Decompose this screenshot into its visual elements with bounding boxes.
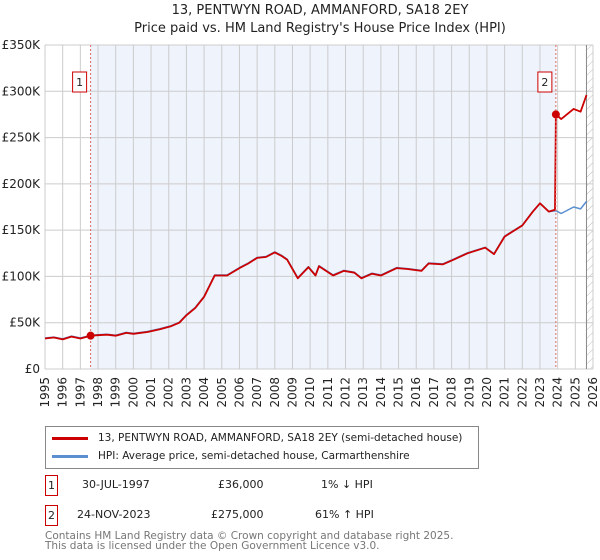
- sale-label-box: [72, 71, 88, 93]
- y-tick-label: £50K: [9, 316, 41, 330]
- x-tick-label: 2006: [232, 377, 246, 408]
- x-tick-label: 2002: [162, 377, 176, 408]
- x-tick-label: 2026: [586, 377, 600, 408]
- x-tick-label: 2014: [374, 377, 388, 408]
- transaction-price: £275,000: [211, 508, 264, 521]
- x-tick-label: 2015: [392, 377, 406, 408]
- x-tick-label: 2003: [179, 377, 193, 408]
- x-tick-label: 1997: [73, 377, 87, 408]
- y-tick-label: £200K: [2, 177, 42, 191]
- x-tick-label: 2021: [498, 377, 512, 408]
- transaction-price: £36,000: [218, 478, 264, 491]
- transaction-date: 24-NOV-2023: [77, 508, 151, 521]
- transaction-date: 30-JUL-1997: [82, 478, 150, 491]
- footer-attribution: Contains HM Land Registry data © Crown c…: [45, 530, 454, 552]
- sale-point: [86, 331, 95, 340]
- x-tick-label: 2017: [427, 377, 441, 408]
- sale-point: [551, 110, 560, 119]
- x-tick-label: 1999: [109, 377, 123, 408]
- legend-item-hpi: HPI: Average price, semi-detached house,…: [52, 448, 410, 464]
- x-tick-label: 2020: [480, 377, 494, 408]
- sale-label: 2: [541, 76, 548, 89]
- legend-item-property: 13, PENTWYN ROAD, AMMANFORD, SA18 2EY (s…: [52, 430, 462, 446]
- x-tick-label: 2024: [551, 377, 565, 408]
- sale-label: 1: [76, 76, 83, 89]
- x-tick-label: 1995: [38, 377, 52, 408]
- y-tick-label: £0: [25, 362, 40, 376]
- plot-area: 1 2 1995 1996 1997 1998 1999 2000 2001 2002 2003 20…: [2, 38, 600, 408]
- x-tick-label: 2023: [533, 377, 547, 408]
- x-tick-label: 2000: [126, 377, 140, 408]
- y-tick-label: £250K: [2, 131, 42, 145]
- y-tick-label: £100K: [2, 269, 42, 283]
- x-tick-label: 2011: [321, 377, 335, 408]
- transaction-hpi-diff: 1% ↓ HPI: [321, 478, 373, 491]
- x-tick-label: 2018: [445, 377, 459, 408]
- x-tick-label: 2008: [268, 377, 282, 408]
- property-price-line: [44, 94, 588, 341]
- transaction-number-badge: 2: [45, 505, 58, 526]
- transaction-row: 2 24-NOV-2023 £275,000 61% ↑ HPI: [45, 505, 545, 527]
- legend-swatch-blue: [52, 454, 88, 458]
- x-tick-label: 2001: [144, 377, 158, 408]
- x-tick-label: 2013: [356, 377, 370, 408]
- y-tick-label: £300K: [2, 84, 42, 98]
- x-tick-label: 2005: [215, 377, 229, 408]
- legend-label-property: 13, PENTWYN ROAD, AMMANFORD, SA18 2EY (s…: [98, 432, 463, 444]
- legend-label-hpi: HPI: Average price, semi-detached house,…: [98, 450, 410, 462]
- x-tick-label: 1996: [56, 377, 70, 408]
- y-tick-label: £350K: [2, 38, 42, 52]
- transaction-row: 1 30-JUL-1997 £36,000 1% ↓ HPI: [45, 475, 545, 497]
- transaction-number-badge: 1: [45, 475, 58, 496]
- x-tick-label: 2019: [462, 377, 476, 408]
- x-tick-label: 2016: [409, 377, 423, 408]
- footer-line-2: This data is licensed under the Open Gov…: [45, 540, 380, 552]
- sale-label-box: [537, 71, 553, 93]
- chart-subtitle: Price paid vs. HM Land Registry's House …: [134, 21, 506, 36]
- x-tick-label: 2007: [250, 377, 264, 408]
- transaction-hpi-diff: 61% ↑ HPI: [315, 508, 374, 521]
- x-tick-label: 1998: [91, 377, 105, 408]
- x-tick-label: 2009: [285, 377, 299, 408]
- y-tick-label: £150K: [2, 223, 42, 237]
- x-tick-label: 2022: [515, 377, 529, 408]
- x-tick-label: 2010: [303, 377, 317, 408]
- chart-title: 13, PENTWYN ROAD, AMMANFORD, SA18 2EY: [171, 3, 469, 18]
- forecast-hatch: [586, 45, 593, 369]
- x-tick-label: 2012: [339, 377, 353, 408]
- x-tick-label: 2025: [568, 377, 582, 408]
- legend: 13, PENTWYN ROAD, AMMANFORD, SA18 2EY (s…: [45, 426, 479, 469]
- shaded-period: [90, 45, 556, 369]
- x-tick-label: 2004: [197, 377, 211, 408]
- legend-swatch-red: [52, 436, 88, 440]
- footer-line-1: Contains HM Land Registry data © Crown c…: [45, 530, 454, 542]
